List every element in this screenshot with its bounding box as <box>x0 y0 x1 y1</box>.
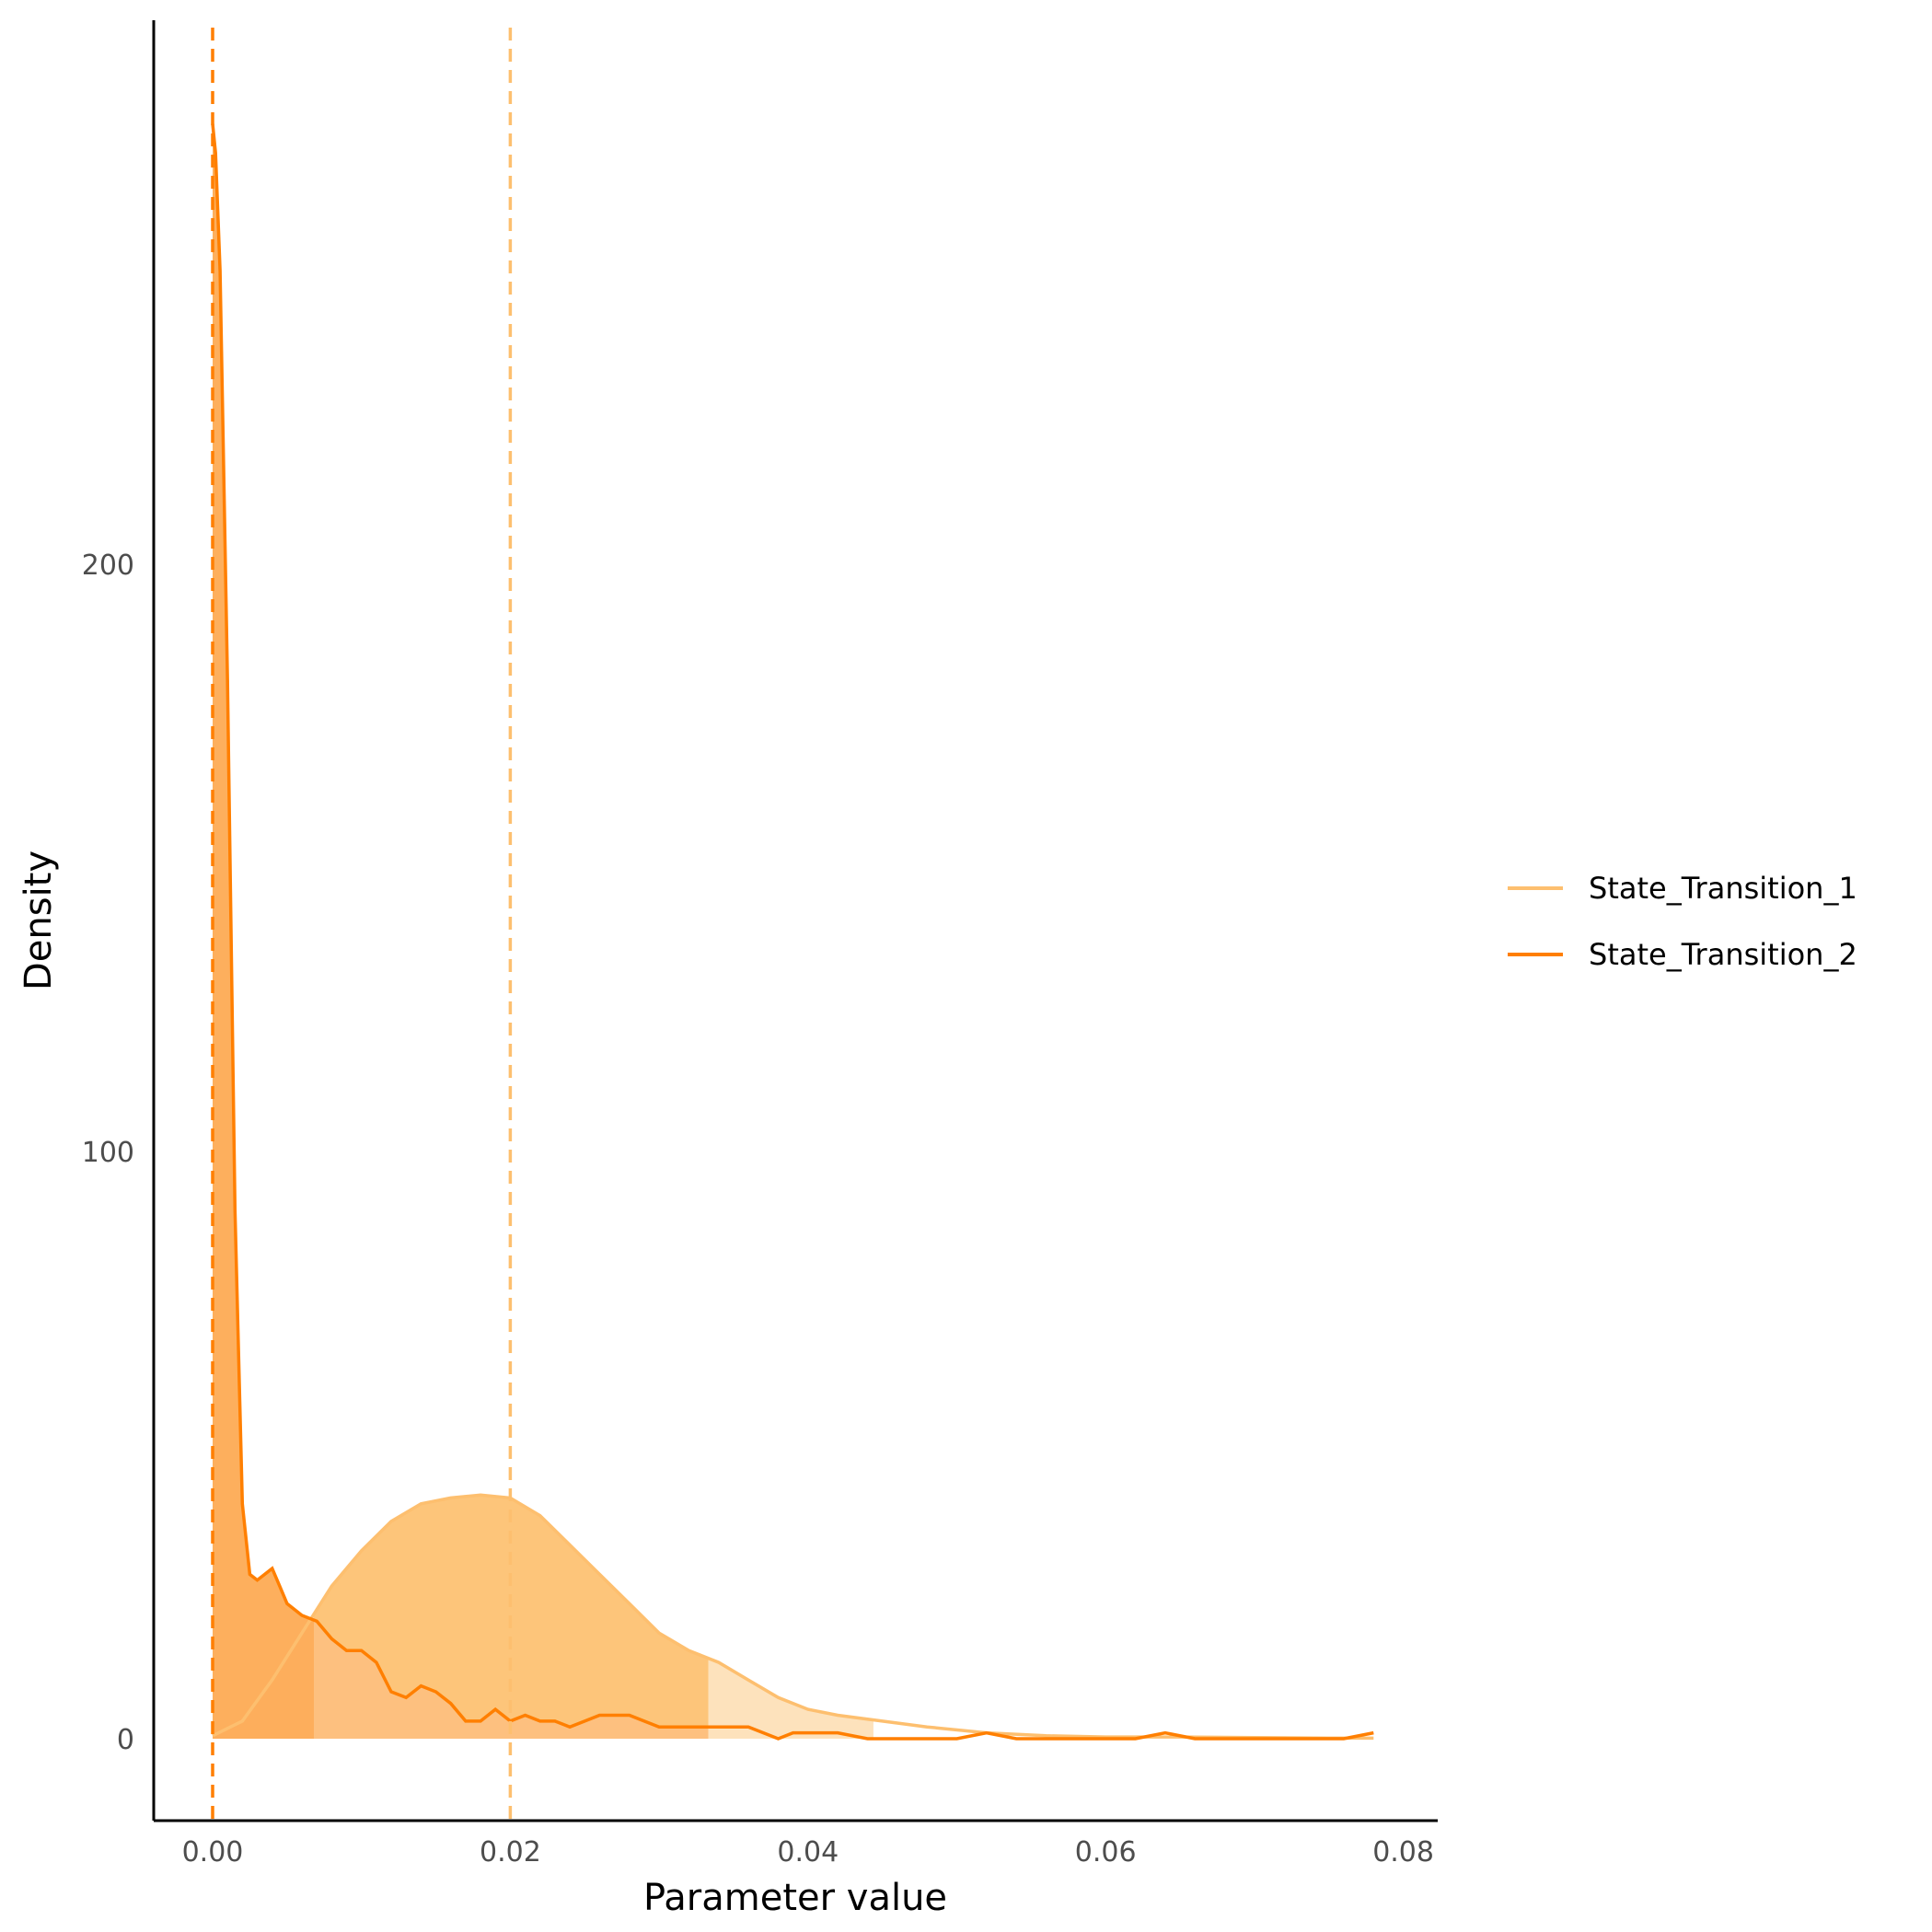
x-tick-label: 0.04 <box>777 1836 839 1868</box>
legend-label-state-transition-2: State_Transition_2 <box>1589 937 1857 972</box>
x-ticks: 0.00 0.02 0.04 0.06 0.08 <box>182 1836 1434 1868</box>
legend-label-state-transition-1: State_Transition_1 <box>1589 871 1857 906</box>
axes: 0.00 0.02 0.04 0.06 0.08 0 100 200 Parameter v… <box>17 20 1438 1919</box>
y-axis-title: Density <box>17 850 60 990</box>
y-tick-label: 100 <box>82 1137 134 1169</box>
legend: State_Transition_1 State_Transition_2 <box>1508 871 1857 972</box>
plot-area <box>211 28 1374 1821</box>
state-transition-2-density-line <box>211 123 1374 1741</box>
y-ticks: 0 100 200 <box>82 550 134 1756</box>
x-tick-label: 0.06 <box>1075 1836 1137 1868</box>
y-tick-label: 0 <box>117 1724 134 1756</box>
x-tick-label: 0.02 <box>480 1836 541 1868</box>
x-tick-label: 0.00 <box>182 1836 244 1868</box>
state-transition-2-inner-interval-area <box>213 123 314 1739</box>
state-transition-1-density-line <box>212 1493 1374 1741</box>
y-tick-label: 200 <box>82 550 134 582</box>
x-tick-label: 0.08 <box>1372 1836 1434 1868</box>
x-axis-title: Parameter value <box>643 1877 947 1919</box>
